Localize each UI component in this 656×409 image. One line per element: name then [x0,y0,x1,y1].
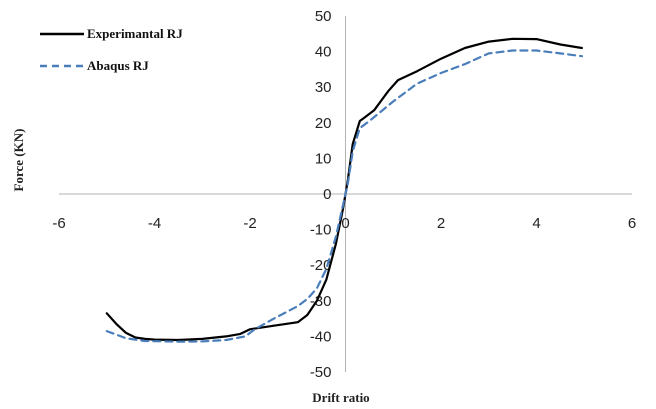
y-tick-label: 20 [315,115,332,132]
y-tick-label: 30 [315,79,332,96]
y-tick-label: 0 [323,186,331,203]
legend-label-experimental: Experimantal RJ [87,26,183,41]
x-tick-label: -6 [52,215,65,232]
x-tick-label: 4 [532,215,540,232]
y-tick-label: 50 [315,8,332,25]
series-line-experimental [105,37,583,342]
x-tick-label: 6 [628,215,636,232]
y-tick-label: 40 [315,44,332,61]
x-tick-label: -4 [148,215,161,232]
series-line-abaqus [105,49,583,343]
x-tick-label: -2 [243,215,256,232]
x-tick-labels: -6 -4 -2 0 2 4 6 [52,215,636,232]
x-tick-label: 0 [341,215,349,232]
legend-item-experimental: Experimantal RJ [40,26,183,41]
y-tick-label: -40 [310,328,332,345]
y-tick-label: -30 [310,293,332,310]
legend-item-abaqus: Abaqus RJ [40,58,149,73]
series-layer [105,37,583,343]
y-tick-label: 10 [315,150,332,167]
x-axis-title: Drift ratio [312,390,369,405]
y-axis-title: Force (KN) [11,129,26,192]
y-tick-label: -10 [310,222,332,239]
y-tick-label: -50 [310,364,332,381]
legend-label-abaqus: Abaqus RJ [87,58,149,73]
legend: Experimantal RJ Abaqus RJ [40,26,183,73]
x-tick-label: 2 [437,215,445,232]
